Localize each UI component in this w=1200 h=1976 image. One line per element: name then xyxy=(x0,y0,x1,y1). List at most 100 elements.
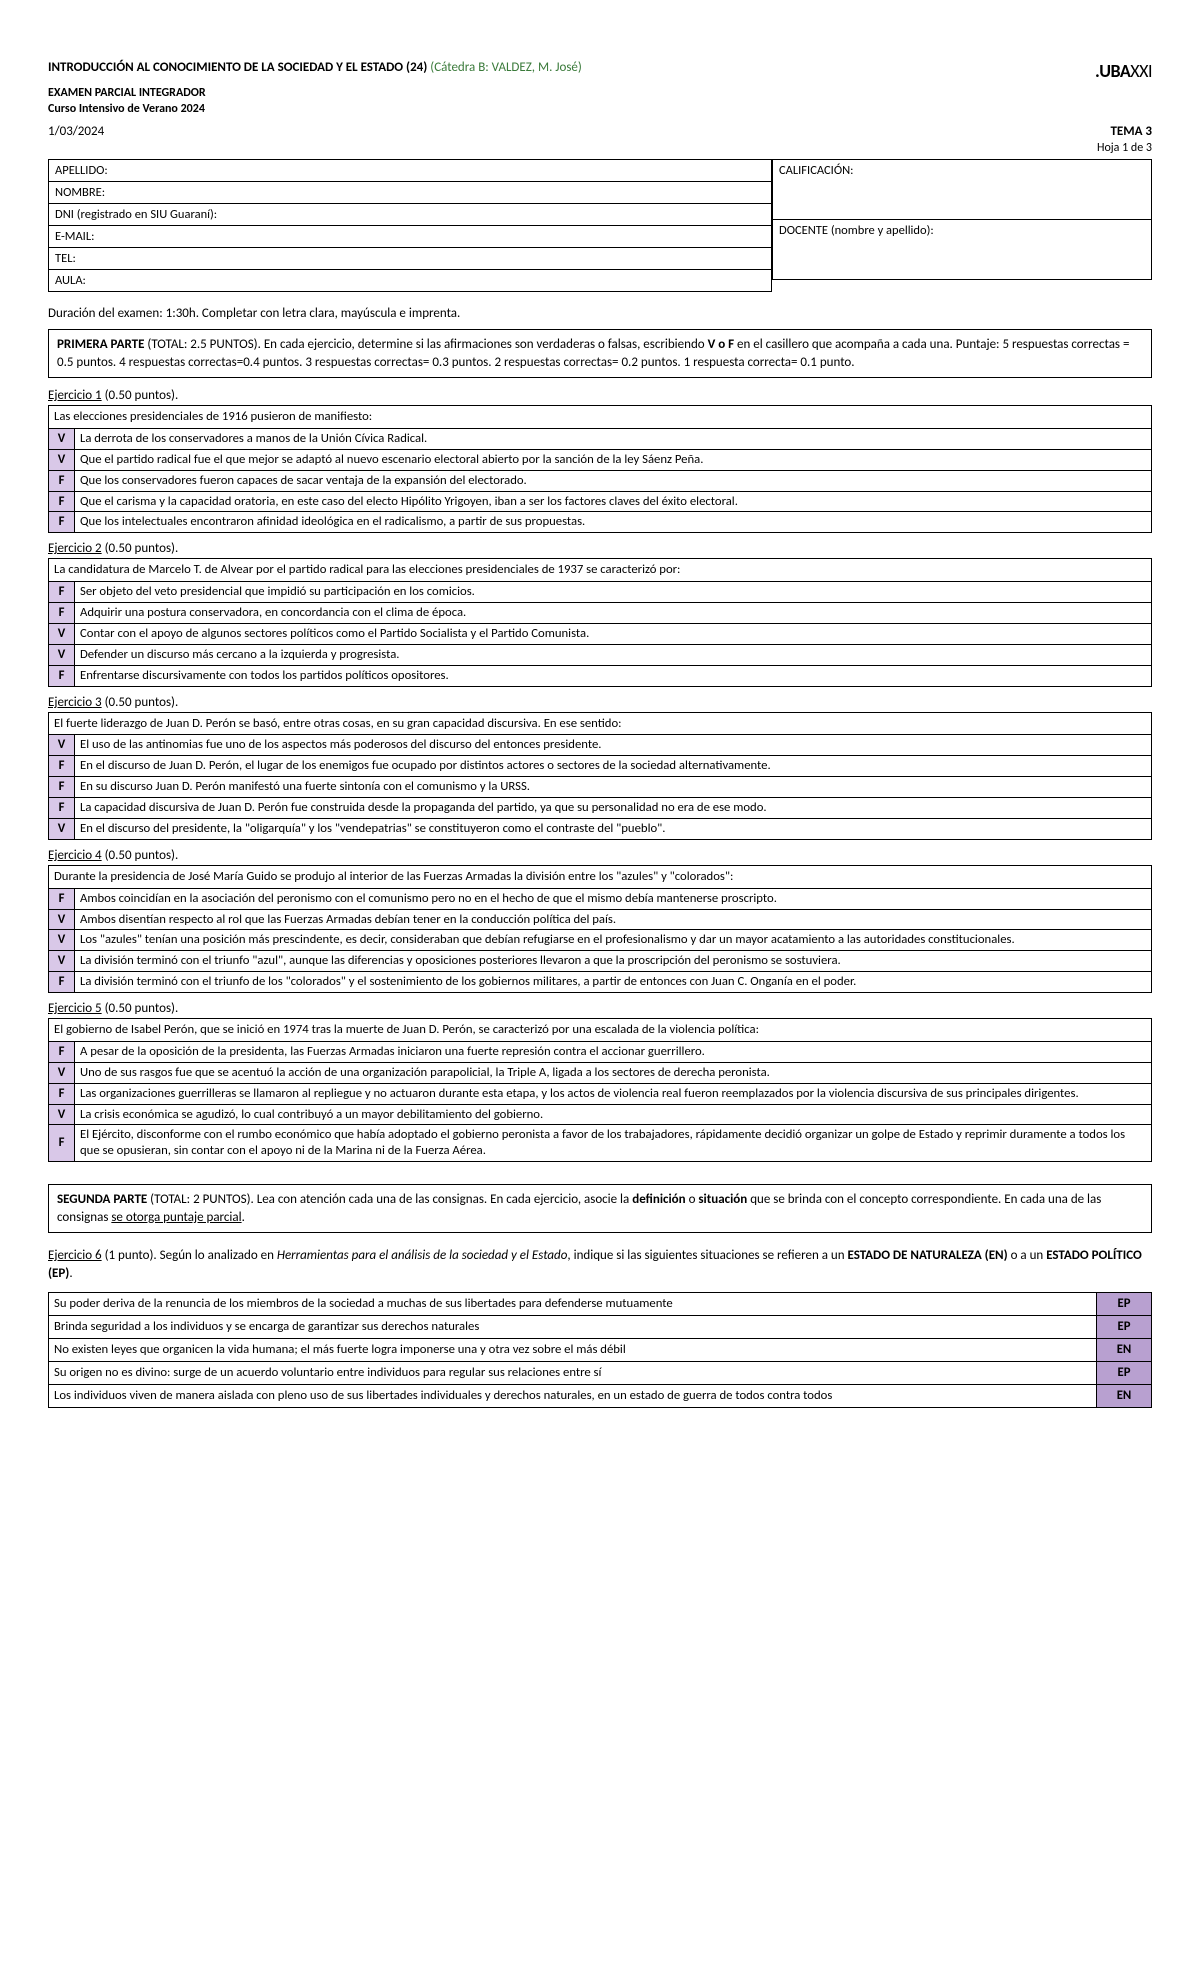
statement: En el discurso del presidente, la "oliga… xyxy=(75,818,1152,839)
info-left-table: APELLIDO: NOMBRE: DNI (registrado en SIU… xyxy=(48,159,772,292)
answer-cell: F xyxy=(49,1125,75,1162)
table-row: FEn el discurso de Juan D. Perón, el lug… xyxy=(49,756,1152,777)
ej6-title: Ejercicio 6 xyxy=(48,1248,102,1263)
ej2-head: Ejercicio 2 (0.50 puntos). xyxy=(48,541,1152,556)
answer-cell: V xyxy=(49,449,75,470)
table-row: FQue los intelectuales encontraron afini… xyxy=(49,512,1152,533)
answer-cell: V xyxy=(49,428,75,449)
answer-cell: F xyxy=(49,972,75,993)
parte2-label: SEGUNDA PARTE xyxy=(57,1192,147,1207)
parte2-end: . xyxy=(242,1210,245,1225)
table-row: FLas organizaciones guerrilleras se llam… xyxy=(49,1083,1152,1104)
info-right-table: CALIFICACIÓN: DOCENTE (nombre y apellido… xyxy=(772,159,1152,280)
dni-label: DNI (registrado en SIU Guaraní): xyxy=(49,204,772,226)
ej1-head: Ejercicio 1 (0.50 puntos). xyxy=(48,388,1152,403)
ej3-pts: (0.50 puntos). xyxy=(102,695,179,710)
statement: Los "azules" tenían una posición más pre… xyxy=(75,930,1152,951)
duracion: Duración del examen: 1:30h. Completar co… xyxy=(48,306,1152,321)
parte1-vf: V o F xyxy=(708,337,735,352)
ej1-table: Las elecciones presidenciales de 1916 pu… xyxy=(48,405,1152,533)
answer-cell: EN xyxy=(1097,1339,1152,1362)
table-row: VEn el discurso del presidente, la "olig… xyxy=(49,818,1152,839)
answer-cell: F xyxy=(49,491,75,512)
ej3-prompt: El fuerte liderazgo de Juan D. Perón se … xyxy=(49,712,1152,735)
table-row: VEl uso de las antinomias fue uno de los… xyxy=(49,735,1152,756)
statement: Ambos disentían respecto al rol que las … xyxy=(75,909,1152,930)
statement: No existen leyes que organicen la vida h… xyxy=(49,1339,1097,1362)
ej3-title: Ejercicio 3 xyxy=(48,695,102,710)
table-row: Su poder deriva de la renuncia de los mi… xyxy=(49,1293,1152,1316)
statement: Su poder deriva de la renuncia de los mi… xyxy=(49,1293,1097,1316)
ej2-title: Ejercicio 2 xyxy=(48,541,102,556)
answer-cell: F xyxy=(49,756,75,777)
ej5-prompt: El gobierno de Isabel Perón, que se inic… xyxy=(49,1019,1152,1042)
answer-cell: F xyxy=(49,665,75,686)
course-title: INTRODUCCIÓN AL CONOCIMIENTO DE LA SOCIE… xyxy=(48,60,427,75)
statement: Que los intelectuales encontraron afinid… xyxy=(75,512,1152,533)
table-row: VLa crisis económica se agudizó, lo cual… xyxy=(49,1104,1152,1125)
ej6-mid: o a un xyxy=(1008,1248,1047,1263)
statement: Ambos coincidían en la asociación del pe… xyxy=(75,888,1152,909)
table-row: VLa división terminó con el triunfo "azu… xyxy=(49,951,1152,972)
ej3-table: El fuerte liderazgo de Juan D. Perón se … xyxy=(48,712,1152,840)
answer-cell: F xyxy=(49,1041,75,1062)
email-label: E-MAIL: xyxy=(49,226,772,248)
answer-cell: V xyxy=(49,1062,75,1083)
ej4-title: Ejercicio 4 xyxy=(48,848,102,863)
ej6-table: Su poder deriva de la renuncia de los mi… xyxy=(48,1292,1152,1407)
parte1-t1: (TOTAL: 2.5 PUNTOS). En cada ejercicio, … xyxy=(144,337,707,352)
table-row: VQue el partido radical fue el que mejor… xyxy=(49,449,1152,470)
ej4-pts: (0.50 puntos). xyxy=(102,848,179,863)
ej6-end: . xyxy=(69,1266,72,1281)
ej6-t2: , indique si las siguientes situaciones … xyxy=(567,1248,847,1263)
answer-cell: F xyxy=(49,470,75,491)
apellido-label: APELLIDO: xyxy=(49,160,772,182)
statement: Uno de sus rasgos fue que se acentuó la … xyxy=(75,1062,1152,1083)
statement: El Ejército, disconforme con el rumbo ec… xyxy=(75,1125,1152,1162)
ej6-pts: (1 punto). Según lo analizado en xyxy=(102,1248,277,1263)
ej3-head: Ejercicio 3 (0.50 puntos). xyxy=(48,695,1152,710)
statement: Los individuos viven de manera aislada c… xyxy=(49,1384,1097,1407)
parte2-mid: o xyxy=(686,1192,699,1207)
statement: Ser objeto del veto presidencial que imp… xyxy=(75,582,1152,603)
answer-cell: EP xyxy=(1097,1293,1152,1316)
table-row: VContar con el apoyo de algunos sectores… xyxy=(49,623,1152,644)
course-line: Curso Intensivo de Verano 2024 xyxy=(48,102,1152,116)
table-row: FQue los conservadores fueron capaces de… xyxy=(49,470,1152,491)
segunda-parte-box: SEGUNDA PARTE (TOTAL: 2 PUNTOS). Lea con… xyxy=(48,1184,1152,1233)
statement: Contar con el apoyo de algunos sectores … xyxy=(75,623,1152,644)
statement: En el discurso de Juan D. Perón, el luga… xyxy=(75,756,1152,777)
exam-line: EXAMEN PARCIAL INTEGRADOR xyxy=(48,86,1152,100)
statement: Defender un discurso más cercano a la iz… xyxy=(75,644,1152,665)
answer-cell: V xyxy=(49,909,75,930)
ej1-pts: (0.50 puntos). xyxy=(102,388,179,403)
ej5-table: El gobierno de Isabel Perón, que se inic… xyxy=(48,1018,1152,1162)
calif-label: CALIFICACIÓN: xyxy=(773,160,1152,220)
table-row: FSer objeto del veto presidencial que im… xyxy=(49,582,1152,603)
table-row: FEn su discurso Juan D. Perón manifestó … xyxy=(49,777,1152,798)
statement: El uso de las antinomias fue uno de los … xyxy=(75,735,1152,756)
ej5-pts: (0.50 puntos). xyxy=(102,1001,179,1016)
logo-thin: XXI xyxy=(1130,60,1152,82)
answer-cell: F xyxy=(49,582,75,603)
table-row: FQue el carisma y la capacidad oratoria,… xyxy=(49,491,1152,512)
ej2-prompt: La candidatura de Marcelo T. de Alvear p… xyxy=(49,559,1152,582)
statement: Enfrentarse discursivamente con todos lo… xyxy=(75,665,1152,686)
answer-cell: V xyxy=(49,930,75,951)
statement: La capacidad discursiva de Juan D. Perón… xyxy=(75,798,1152,819)
answer-cell: F xyxy=(49,888,75,909)
answer-cell: V xyxy=(49,735,75,756)
statement: La división terminó con el triunfo de lo… xyxy=(75,972,1152,993)
ej2-pts: (0.50 puntos). xyxy=(102,541,179,556)
statement: La crisis económica se agudizó, lo cual … xyxy=(75,1104,1152,1125)
ej4-head: Ejercicio 4 (0.50 puntos). xyxy=(48,848,1152,863)
tel-label: TEL: xyxy=(49,248,772,270)
primera-parte-box: PRIMERA PARTE (TOTAL: 2.5 PUNTOS). En ca… xyxy=(48,329,1152,378)
ej4-table: Durante la presidencia de José María Gui… xyxy=(48,865,1152,993)
table-row: Los individuos viven de manera aislada c… xyxy=(49,1384,1152,1407)
answer-cell: F xyxy=(49,777,75,798)
catedra: (Cátedra B: VALDEZ, M. José) xyxy=(430,60,582,75)
parte2-t1: (TOTAL: 2 PUNTOS). Lea con atención cada… xyxy=(147,1192,632,1207)
answer-cell: F xyxy=(49,798,75,819)
answer-cell: F xyxy=(49,1083,75,1104)
